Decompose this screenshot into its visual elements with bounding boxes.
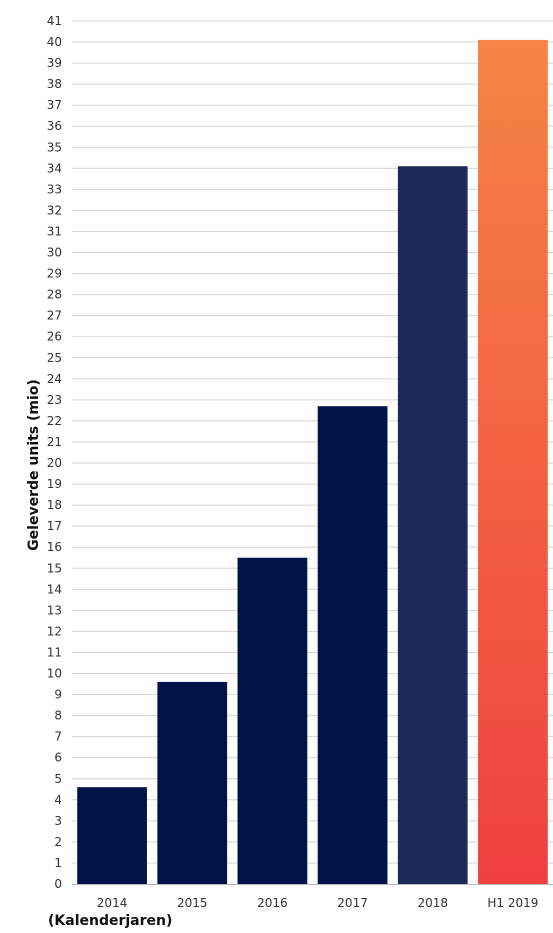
x-tick-label: 2016 bbox=[257, 896, 288, 910]
y-tick-label: 3 bbox=[54, 814, 62, 828]
y-tick-label: 33 bbox=[47, 182, 62, 196]
bar-2018 bbox=[397, 166, 468, 885]
y-tick-label: 14 bbox=[47, 582, 62, 596]
x-tick-label: 2015 bbox=[177, 896, 208, 910]
y-tick-label: 41 bbox=[47, 14, 62, 28]
y-tick-label: 5 bbox=[54, 772, 62, 786]
y-tick-label: 18 bbox=[47, 498, 62, 512]
y-tick-label: 6 bbox=[54, 751, 62, 765]
y-tick-label: 28 bbox=[47, 288, 62, 302]
y-tick-label: 16 bbox=[47, 540, 62, 554]
y-tick-label: 22 bbox=[47, 414, 62, 428]
y-axis-title: Geleverde units (mio) bbox=[26, 379, 42, 551]
y-tick-label: 4 bbox=[54, 793, 62, 807]
bars bbox=[77, 39, 548, 885]
y-tick-label: 39 bbox=[47, 56, 62, 70]
x-tick-label: 2014 bbox=[97, 896, 128, 910]
y-tick-label: 11 bbox=[47, 645, 62, 659]
y-tick-label: 31 bbox=[47, 224, 62, 238]
y-tick-label: 26 bbox=[47, 330, 62, 344]
y-tick-label: 32 bbox=[47, 203, 62, 217]
bar-2016 bbox=[237, 557, 308, 884]
y-tick-label: 34 bbox=[47, 161, 62, 175]
x-axis-title: (Kalenderjaren) bbox=[48, 913, 172, 929]
y-tick-label: 20 bbox=[47, 456, 62, 470]
bar-2017 bbox=[317, 406, 388, 884]
y-tick-label: 23 bbox=[47, 393, 62, 407]
y-tick-label: 40 bbox=[47, 35, 62, 49]
y-tick-label: 24 bbox=[47, 372, 62, 386]
y-axis-ticks: 0123456789101112131415161718192021222324… bbox=[47, 14, 62, 891]
x-axis-ticks: 2014 2015 2016 2017 2018 H1 2019 bbox=[97, 896, 539, 910]
y-tick-label: 27 bbox=[47, 309, 62, 323]
y-tick-label: 7 bbox=[54, 730, 62, 744]
y-tick-label: 29 bbox=[47, 267, 62, 281]
y-tick-label: 35 bbox=[47, 140, 62, 154]
y-tick-label: 36 bbox=[47, 119, 62, 133]
y-tick-label: 1 bbox=[54, 856, 62, 870]
y-tick-label: 8 bbox=[54, 709, 62, 723]
y-tick-label: 25 bbox=[47, 351, 62, 365]
y-tick-label: 30 bbox=[47, 246, 62, 260]
y-tick-label: 12 bbox=[47, 624, 62, 638]
x-tick-label: 2018 bbox=[417, 896, 448, 910]
y-tick-label: 2 bbox=[54, 835, 62, 849]
bar-h1-2019 bbox=[478, 39, 548, 884]
y-tick-label: 37 bbox=[47, 98, 62, 112]
y-tick-label: 9 bbox=[54, 688, 62, 702]
y-tick-label: 38 bbox=[47, 77, 62, 91]
x-tick-label: H1 2019 bbox=[487, 896, 538, 910]
y-tick-label: 21 bbox=[47, 435, 62, 449]
y-tick-label: 10 bbox=[47, 667, 62, 681]
x-tick-label: 2017 bbox=[337, 896, 368, 910]
grid-lines bbox=[72, 20, 553, 864]
y-tick-label: 17 bbox=[47, 519, 62, 533]
y-tick-label: 13 bbox=[47, 603, 62, 617]
bar-2014 bbox=[77, 787, 147, 884]
bar-2015 bbox=[157, 681, 228, 884]
y-tick-label: 15 bbox=[47, 561, 62, 575]
y-tick-label: 19 bbox=[47, 477, 62, 491]
y-tick-label: 0 bbox=[54, 877, 62, 891]
